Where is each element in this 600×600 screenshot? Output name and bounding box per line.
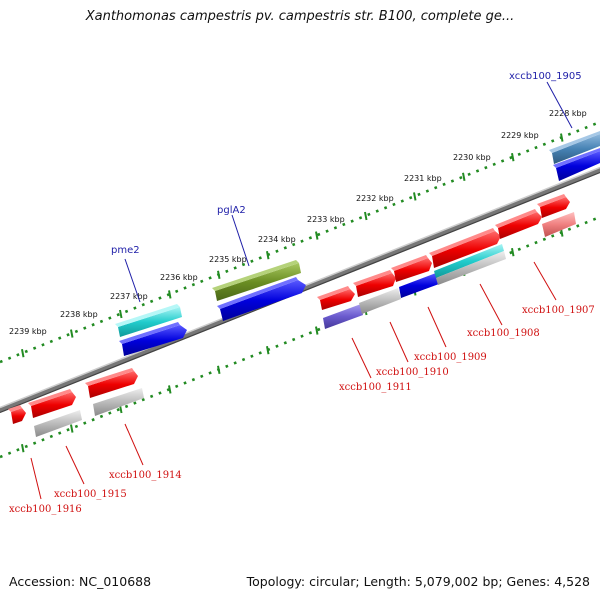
- gene-label-pglA2[interactable]: pglA2: [217, 205, 246, 216]
- lower-ruler-tick: [70, 424, 74, 433]
- feature-red-r5[interactable]: [495, 209, 542, 239]
- kbp-label: 2237 kbp: [110, 292, 148, 301]
- feature-gray-r1[interactable]: [359, 288, 401, 314]
- map-title: Xanthomonas campestris pv. campestris st…: [85, 9, 515, 24]
- feature-red-r1[interactable]: [317, 286, 355, 310]
- upper-ruler-tick: [266, 251, 270, 260]
- leader-pglA2: [231, 214, 250, 267]
- lower-ruler-tick: [168, 385, 172, 394]
- gene-label-xccb100-1916[interactable]: xccb100_1916: [9, 504, 82, 515]
- upper-ruler-tick: [315, 231, 319, 240]
- leader-xccb100-1914: [124, 423, 144, 466]
- leader-xccb100-1916: [30, 457, 42, 500]
- feature-red-r6[interactable]: [537, 194, 570, 218]
- kbp-label: 2234 kbp: [258, 235, 296, 244]
- leader-xccb100-1905: [546, 81, 573, 129]
- upper-ruler-tick: [364, 211, 368, 221]
- lower-ruler-tick: [511, 248, 515, 257]
- feature-red-r2[interactable]: [353, 270, 396, 297]
- feature-xccb100-1905[interactable]: [549, 131, 600, 164]
- gene-label-xccb100-1910[interactable]: xccb100_1910: [376, 367, 449, 378]
- feature-pink-r1[interactable]: [542, 212, 576, 237]
- gene-label-xccb100-1915[interactable]: xccb100_1915: [54, 489, 127, 500]
- feature-blue-r1[interactable]: [399, 273, 439, 298]
- upper-ruler-tick: [119, 309, 123, 319]
- leader-xccb100-1909: [427, 306, 447, 348]
- upper-ruler-tick: [168, 290, 172, 299]
- lower-ruler-tick: [217, 365, 221, 374]
- kbp-label: 2228 kbp: [549, 109, 587, 118]
- feature-red-l1[interactable]: [8, 405, 26, 424]
- gene-label-xccb100-1911[interactable]: xccb100_1911: [339, 382, 412, 393]
- upper-ruler-tick: [21, 349, 25, 358]
- upper-ruler-tick: [70, 329, 74, 338]
- kbp-label: 2232 kbp: [356, 194, 394, 203]
- feature-red-l2[interactable]: [28, 389, 76, 418]
- gene-label-xccb100-1914[interactable]: xccb100_1914: [109, 470, 182, 481]
- leader-xccb100-1915: [65, 445, 85, 485]
- feature-pglA2[interactable]: [212, 260, 301, 301]
- kbp-label: 2229 kbp: [501, 131, 539, 140]
- feature-gray-l2[interactable]: [93, 388, 144, 416]
- upper-ruler-tick: [413, 192, 417, 201]
- kbp-label: 2236 kbp: [160, 273, 198, 282]
- gene-label-xccb100-1905[interactable]: xccb100_1905: [509, 71, 582, 82]
- kbp-label: 2235 kbp: [209, 255, 247, 264]
- kbp-label: 2233 kbp: [307, 215, 345, 224]
- feature-blue-2[interactable]: [217, 277, 306, 321]
- feature-purple-1[interactable]: [323, 304, 363, 329]
- leader-pme2: [124, 258, 141, 303]
- upper-ruler-dots: [0, 120, 600, 364]
- gene-label-xccb100-1907[interactable]: xccb100_1907: [522, 305, 595, 316]
- feature-red-r3[interactable]: [391, 255, 432, 282]
- feature-pme2[interactable]: [115, 304, 182, 337]
- gene-label-xccb100-1909[interactable]: xccb100_1909: [414, 352, 487, 363]
- leader-xccb100-1908: [479, 283, 503, 326]
- kbp-label: 2230 kbp: [453, 153, 491, 162]
- feature-cyan-r1[interactable]: [434, 244, 504, 278]
- lower-ruler-tick: [21, 444, 25, 453]
- feature-gray-r2[interactable]: [436, 251, 506, 285]
- leader-xccb100-1911: [351, 337, 372, 379]
- upper-ruler-tick: [462, 172, 466, 181]
- genome-summary-text: Topology: circular; Length: 5,079,002 bp…: [246, 574, 590, 589]
- feature-blue-3[interactable]: [553, 148, 600, 181]
- gene-label-xccb100-1908[interactable]: xccb100_1908: [467, 328, 540, 339]
- feature-gray-l1[interactable]: [34, 410, 82, 437]
- leader-xccb100-1910: [389, 321, 409, 363]
- lower-ruler-tick: [315, 326, 319, 335]
- lower-ruler-tick: [266, 346, 270, 355]
- kbp-label: 2239 kbp: [9, 327, 47, 336]
- kbp-label: 2231 kbp: [404, 174, 442, 183]
- upper-ruler-tick: [511, 153, 515, 162]
- feature-red-l3[interactable]: [85, 368, 138, 398]
- feature-blue-1[interactable]: [119, 322, 187, 356]
- upper-ruler-tick: [217, 270, 221, 279]
- gene-label-pme2[interactable]: pme2: [111, 245, 140, 256]
- leader-xccb100-1907: [533, 261, 557, 301]
- feature-red-r4[interactable]: [429, 228, 501, 268]
- upper-ruler-ticks: [21, 133, 564, 358]
- upper-ruler-tick: [560, 133, 564, 142]
- kbp-label: 2238 kbp: [60, 310, 98, 319]
- accession-text: Accession: NC_010688: [9, 574, 152, 589]
